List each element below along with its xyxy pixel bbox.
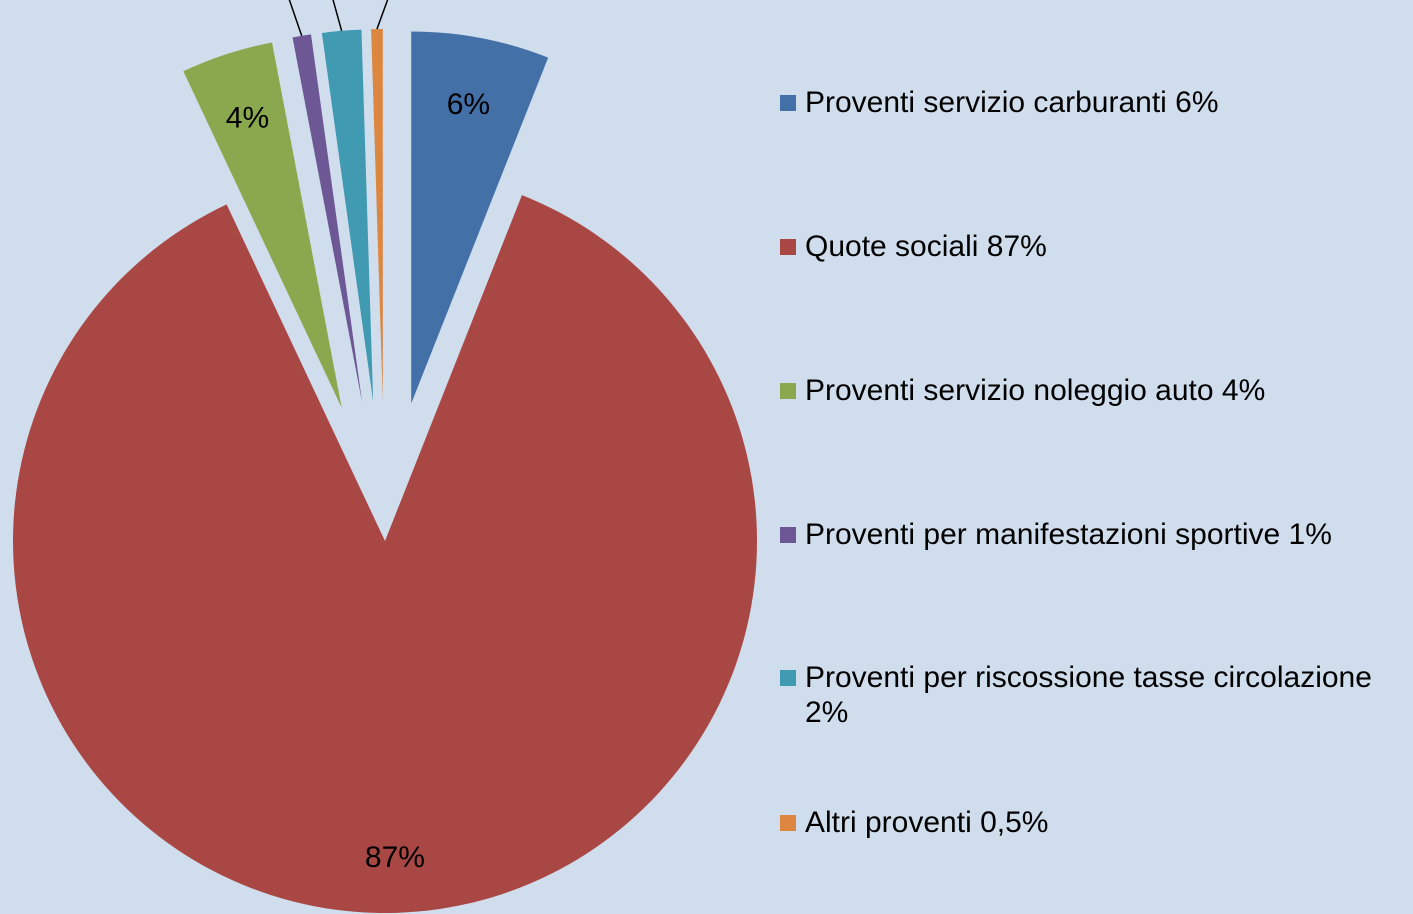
legend-label: Proventi servizio noleggio auto 4% (805, 374, 1266, 407)
legend-label: Proventi per manifestazioni sportive 1% (805, 518, 1332, 551)
slice-data-label: 4% (226, 102, 269, 135)
legend-label: Proventi servizio carburanti 6% (805, 86, 1219, 119)
legend-swatch (780, 527, 796, 543)
legend-item-quote-sociali: Quote sociali 87% (780, 229, 1405, 264)
legend-swatch (780, 815, 796, 831)
legend-item-manifestazioni: Proventi per manifestazioni sportive 1% (780, 517, 1405, 552)
legend-swatch (780, 383, 796, 399)
pie-slice (371, 29, 383, 402)
legend-label: Quote sociali 87% (805, 230, 1047, 263)
pie-slice (321, 29, 374, 402)
legend-label: Altri proventi 0,5% (805, 806, 1049, 839)
slice-data-label: 87% (365, 841, 425, 874)
legend-label: Proventi per riscossione tasse circolazi… (805, 661, 1372, 729)
pie-slice (411, 31, 549, 404)
legend-swatch (780, 95, 796, 111)
leader-line (332, 0, 343, 32)
slice-data-label: 6% (447, 88, 490, 121)
leader-line (288, 0, 303, 37)
pie-slice (183, 42, 342, 408)
legend-item-altri-proventi: Altri proventi 0,5% (780, 805, 1405, 840)
pie-slice (12, 195, 758, 914)
legend-item-tasse-circolazione: Proventi per riscossione tasse circolazi… (780, 660, 1405, 730)
leader-line (376, 0, 389, 30)
legend-item-carburanti: Proventi servizio carburanti 6% (780, 85, 1405, 120)
legend-swatch (780, 670, 796, 686)
chart-legend: Proventi servizio carburanti 6% Quote so… (780, 0, 1405, 914)
legend-item-noleggio: Proventi servizio noleggio auto 4% (780, 373, 1405, 408)
legend-swatch (780, 239, 796, 255)
pie-slice (292, 34, 363, 403)
